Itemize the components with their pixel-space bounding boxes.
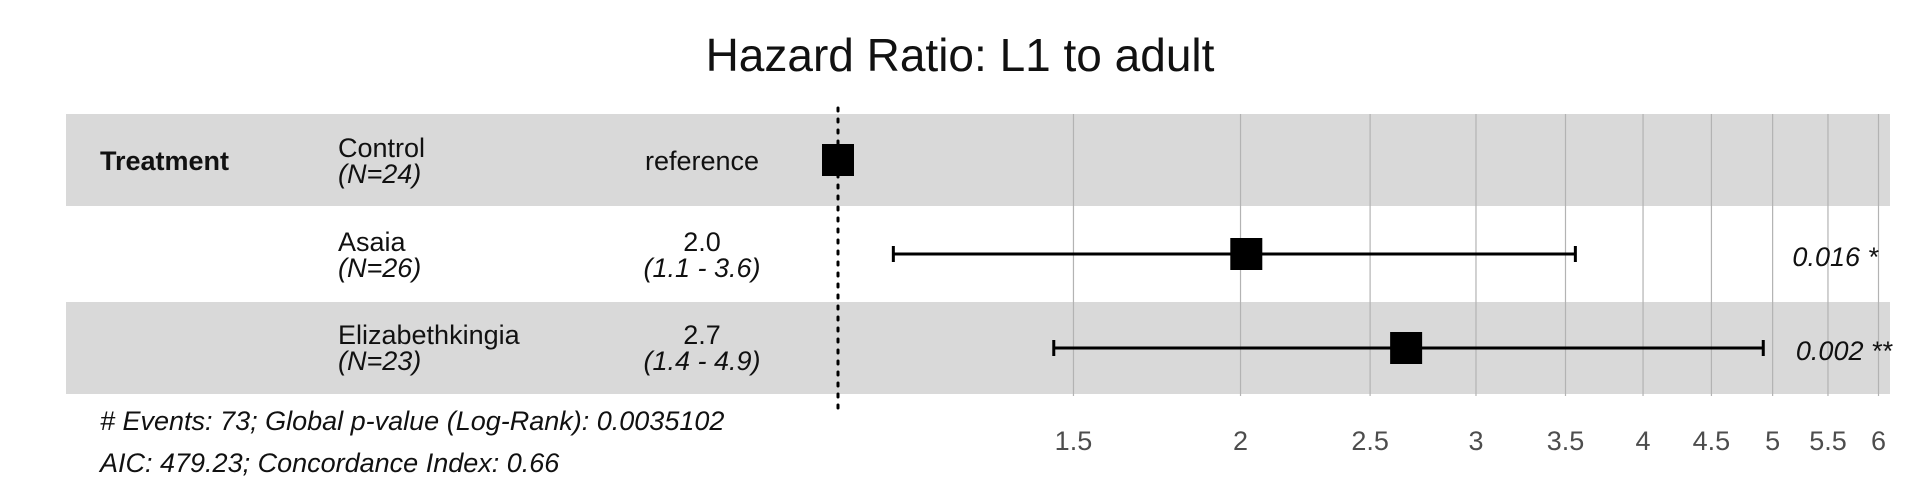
- pvalue-elizabethkingia: 0.002 **: [1795, 336, 1892, 366]
- hazard-ratio-point: [1230, 238, 1263, 270]
- x-tick-label: 6: [1871, 426, 1886, 456]
- level-n: (N=23): [338, 346, 422, 376]
- x-tick-label: 2: [1233, 426, 1248, 456]
- estimate-value: 2.0: [683, 227, 721, 257]
- level-asaia: Asaia (N=26): [338, 227, 422, 283]
- chart-title: Hazard Ratio: L1 to adult: [705, 29, 1215, 81]
- row-band-control: [66, 114, 1890, 206]
- pvalue-asaia: 0.016 *: [1792, 242, 1878, 272]
- estimate-asaia: 2.0 (1.1 - 3.6): [602, 227, 802, 283]
- x-tick-label: 4.5: [1693, 426, 1731, 456]
- variable-label: Treatment: [100, 146, 230, 176]
- x-tick-label: 3.5: [1547, 426, 1585, 456]
- x-tick-label: 3: [1468, 426, 1483, 456]
- footnote-events: # Events: 73; Global p-value (Log-Rank):…: [100, 406, 725, 436]
- level-n: (N=24): [338, 159, 422, 189]
- x-tick-label: 1.5: [1055, 426, 1093, 456]
- estimate-ci: (1.4 - 4.9): [643, 346, 761, 376]
- x-tick-label: 5: [1765, 426, 1780, 456]
- estimate-value: reference: [644, 146, 760, 176]
- x-tick-label: 5.5: [1809, 426, 1847, 456]
- level-elizabethkingia: Elizabethkingia (N=23): [338, 320, 520, 376]
- hazard-ratio-point: [1390, 332, 1423, 364]
- hazard-ratio-point: [822, 144, 854, 176]
- level-control: Control (N=24): [338, 133, 426, 189]
- estimate-control: reference: [602, 146, 802, 176]
- footnote-aic: AIC: 479.23; Concordance Index: 0.66: [100, 448, 560, 478]
- level-name: Elizabethkingia: [338, 320, 520, 350]
- estimate-ci: (1.1 - 3.6): [643, 253, 761, 283]
- level-name: Asaia: [338, 227, 406, 257]
- estimate-value: 2.7: [683, 320, 721, 350]
- level-n: (N=26): [338, 253, 422, 283]
- x-tick-label: 4: [1636, 426, 1651, 456]
- level-name: Control: [338, 133, 426, 163]
- x-tick-label: 2.5: [1351, 426, 1389, 456]
- estimate-elizabethkingia: 2.7 (1.4 - 4.9): [602, 320, 802, 376]
